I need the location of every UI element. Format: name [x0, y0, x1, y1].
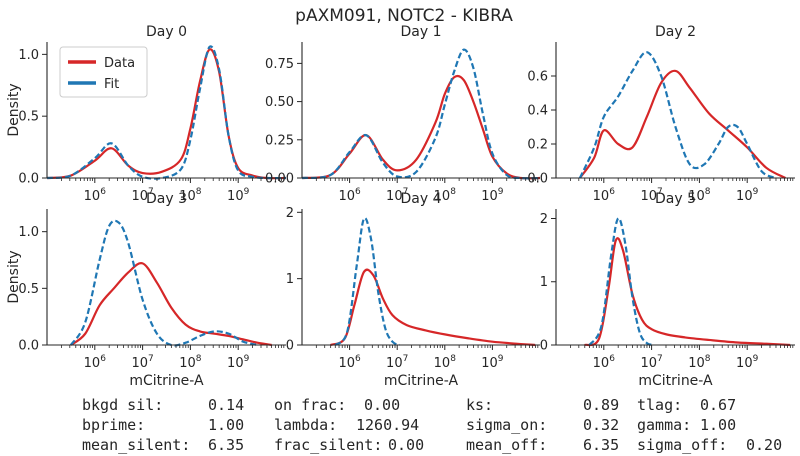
panel-title: Day 5 — [655, 191, 696, 207]
series-data-line — [301, 74, 541, 180]
y-tick-label: 0.25 — [265, 133, 294, 148]
x-tick-label: 108 — [434, 187, 457, 204]
x-tick-label: 109 — [481, 187, 504, 204]
series-fit-line — [46, 45, 287, 180]
panel-title: Day 3 — [146, 191, 187, 207]
x-tick-label: 107 — [131, 354, 153, 371]
y-tick-label: 2 — [540, 212, 548, 227]
x-tick-label: 109 — [736, 354, 759, 371]
y-axis-label: Density — [6, 83, 22, 136]
series-fit-line — [578, 51, 777, 180]
y-tick-label: 0.2 — [527, 138, 548, 153]
x-tick-label: 109 — [481, 354, 504, 371]
x-tick-label: 108 — [688, 354, 711, 371]
panel-title: Day 1 — [400, 24, 441, 40]
panel-title: Day 2 — [655, 24, 696, 40]
x-tick-label: 109 — [736, 187, 759, 204]
y-tick-label: 0.75 — [265, 57, 294, 72]
x-tick-label: 108 — [434, 354, 457, 371]
y-tick-label: 1.0 — [18, 225, 39, 240]
panel-title: Day 4 — [400, 191, 441, 207]
x-tick-label: 108 — [179, 187, 202, 204]
x-tick-label: 106 — [338, 187, 361, 204]
x-tick-label: 109 — [227, 354, 250, 371]
y-tick-label: 1 — [540, 275, 548, 290]
x-axis-label: mCitrine-A — [129, 373, 204, 389]
y-tick-label: 0.6 — [527, 70, 548, 85]
series-data-line — [70, 262, 272, 347]
x-tick-label: 107 — [640, 354, 662, 371]
figure-title: pAXM091, NOTC2 - KIBRA — [295, 6, 513, 26]
y-tick-label: 0.50 — [265, 95, 294, 110]
x-tick-label: 106 — [84, 187, 107, 204]
x-tick-label: 109 — [227, 187, 250, 204]
series-data-line — [46, 48, 287, 180]
y-tick-label: 0.00 — [265, 172, 294, 187]
legend-label: Data — [104, 56, 135, 71]
y-tick-label: 2 — [286, 206, 294, 221]
y-tick-label: 0 — [286, 339, 294, 354]
x-axis-label: mCitrine-A — [384, 373, 459, 389]
x-axis-label: mCitrine-A — [638, 373, 713, 389]
series-fit-line — [301, 48, 541, 180]
x-tick-label: 106 — [84, 354, 107, 371]
y-axis-label: Density — [6, 250, 22, 303]
x-tick-label: 106 — [338, 354, 361, 371]
panel-title: Day 0 — [146, 24, 187, 40]
legend-label: Fit — [104, 77, 119, 92]
y-tick-label: 0.5 — [18, 110, 39, 125]
series-fit-line — [69, 219, 258, 347]
y-tick-label: 1.0 — [18, 48, 39, 63]
x-tick-label: 108 — [688, 187, 711, 204]
series-fit-line — [588, 217, 655, 347]
x-tick-label: 108 — [179, 354, 202, 371]
series-fit-line — [334, 216, 401, 347]
y-tick-label: 0.5 — [18, 282, 39, 297]
y-tick-label: 0.0 — [18, 339, 39, 354]
y-tick-label: 0 — [540, 339, 548, 354]
x-tick-label: 106 — [593, 354, 616, 371]
y-tick-label: 0.0 — [527, 172, 548, 187]
y-tick-label: 1 — [286, 272, 294, 287]
series-data-line — [579, 69, 786, 179]
series-data-line — [330, 268, 536, 347]
x-tick-label: 106 — [593, 187, 616, 204]
x-tick-label: 107 — [386, 187, 408, 204]
y-tick-label: 0.0 — [18, 172, 39, 187]
series-data-line — [584, 237, 791, 347]
x-tick-label: 107 — [386, 354, 408, 371]
x-tick-label: 107 — [640, 187, 662, 204]
x-tick-label: 107 — [131, 187, 153, 204]
y-tick-label: 0.4 — [527, 104, 548, 119]
